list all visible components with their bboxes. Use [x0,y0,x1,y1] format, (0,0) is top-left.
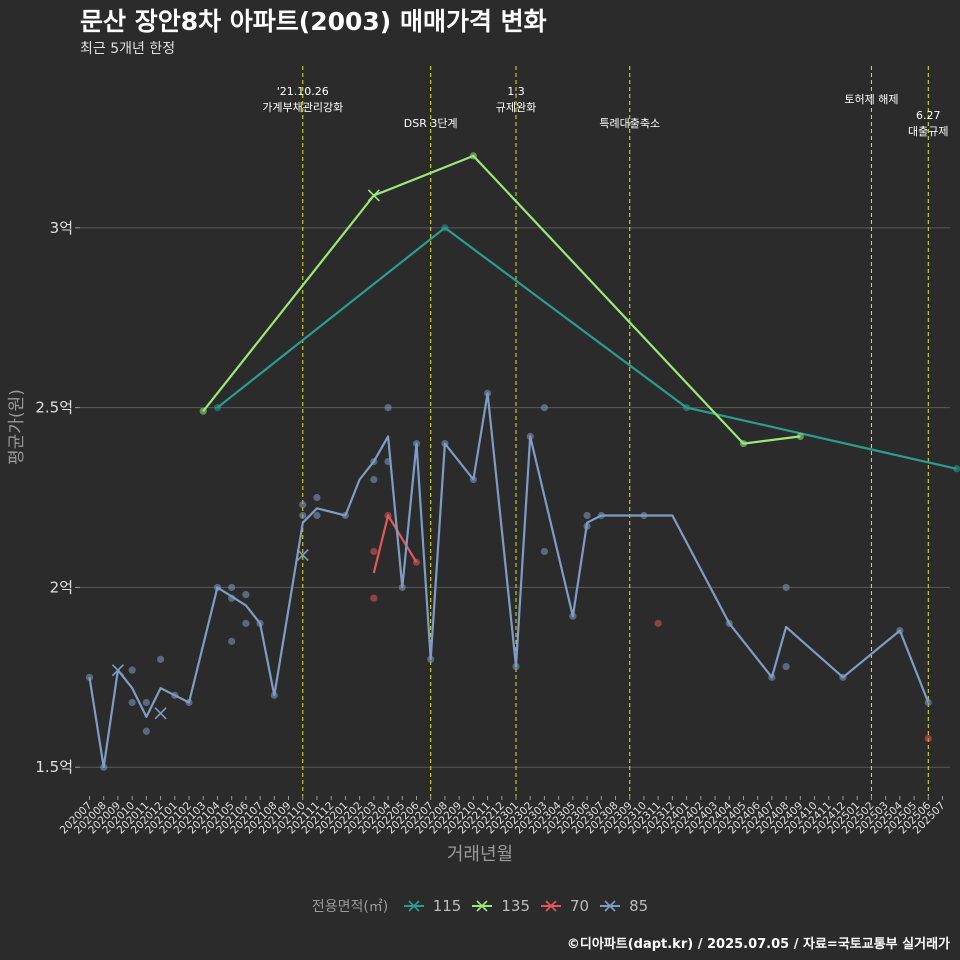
legend-item-135: 135 [471,897,530,915]
point-85 [228,583,236,592]
point-85 [583,511,591,520]
point-70 [654,619,662,627]
y-tick-label: 3억 [50,219,73,237]
point-85 [540,547,549,556]
event-label: 1.3 [507,85,525,98]
legend-label: 135 [501,897,530,915]
legend-label: 70 [570,897,590,915]
event-label: 6.27 [916,109,941,122]
point-85 [370,475,378,484]
point-70 [370,547,378,556]
cross-marker-85 [111,664,124,677]
series-line-135 [202,154,801,445]
point-85 [242,619,250,627]
y-tick-label: 1.5억 [35,758,73,776]
point-85 [142,698,150,707]
legend-item-70: 70 [540,897,589,915]
point-85 [299,511,307,520]
legend-key-135 [472,900,493,912]
series-line-70 [372,514,418,574]
event-label: 토허제 해제 [844,92,898,106]
event-label: DSR 3단계 [404,117,458,130]
series-line-115 [216,226,957,470]
legend-key-115 [403,900,424,912]
legend-label: 115 [432,897,462,915]
legend-key-70 [541,900,561,912]
legend-item-115: 115 [403,897,462,915]
point-85 [242,591,250,599]
legend-label: 85 [629,897,649,915]
point-85 [128,666,136,674]
point-85 [313,511,321,520]
point-85 [313,493,321,502]
event-label: 규제완화 [496,101,536,114]
legend-item-85: 85 [599,897,648,915]
event-label: '21.10.26 [277,85,329,98]
cross-marker-85 [154,707,167,720]
point-70 [370,594,378,602]
y-tick-label: 2억 [50,578,73,596]
source-caption: ©디아파트(dapt.kr) / 2025.07.05 / 자료=국토교통부 실… [566,937,950,952]
point-85 [782,662,790,671]
point-85 [142,727,150,735]
event-label: 특례대출축소 [599,117,660,130]
point-85 [228,637,236,645]
point-85 [540,404,549,412]
point-85 [782,583,790,592]
legend-items: 115 135 70 85 [393,897,648,915]
point-85 [299,501,307,509]
x-axis-label: 거래년월 [446,844,514,865]
legend: 전용면적(㎡) 115 135 70 85 [0,896,960,916]
event-label: 대출규제 [908,125,948,138]
series-line-85 [88,392,930,769]
event-label: 가계부채관리강화 [262,101,343,114]
cross-marker-135 [367,189,380,202]
point-135 [796,432,804,440]
cross-marker-85 [296,548,309,562]
point-85 [156,655,165,663]
legend-title: 전용면적(㎡) [311,899,389,915]
chart-title: 문산 장안8차 아파트(2003) 매매가격 변화 [80,7,547,36]
y-axis-label: 평균가(원) [7,389,27,465]
legend-key-85 [600,900,621,912]
chart-subtitle: 최근 5개년 한정 [80,41,176,57]
point-85 [384,404,392,412]
point-70 [924,734,932,743]
point-85 [128,698,136,707]
y-tick-label: 2.5억 [35,399,73,417]
